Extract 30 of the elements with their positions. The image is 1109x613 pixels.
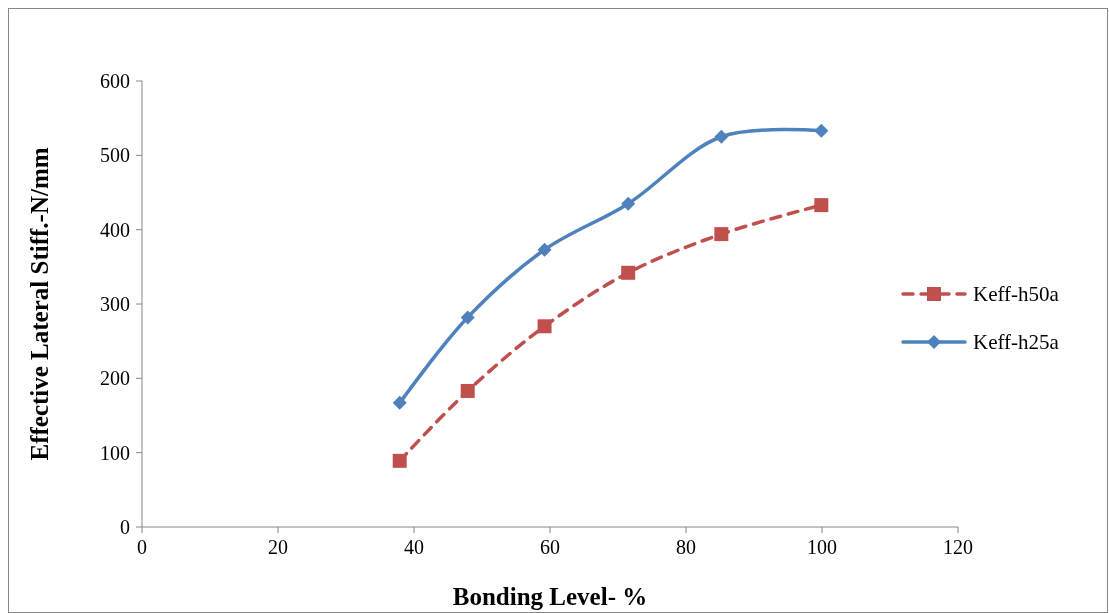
legend-label: Keff-h50a xyxy=(973,282,1060,306)
point xyxy=(814,123,829,138)
x-tick-label: 0 xyxy=(137,536,147,558)
point xyxy=(537,242,552,257)
point xyxy=(392,395,407,410)
y-tick-label: 100 xyxy=(100,441,130,464)
x-axis-title: Bonding Level- % xyxy=(452,583,648,610)
y-tick-label: 400 xyxy=(100,218,130,241)
x-tick-label: 80 xyxy=(676,536,696,558)
point xyxy=(714,227,729,242)
point xyxy=(714,129,729,144)
point xyxy=(537,319,552,334)
point xyxy=(460,310,475,325)
y-tick-label: 0 xyxy=(120,516,130,538)
y-tick-label: 500 xyxy=(100,144,130,167)
x-tick-label: 60 xyxy=(540,536,560,558)
point xyxy=(460,383,475,398)
x-tick-label: 100 xyxy=(807,536,837,558)
y-tick-label: 200 xyxy=(100,367,130,390)
point xyxy=(392,453,407,468)
y-tick-label: 300 xyxy=(100,293,130,315)
point xyxy=(814,198,829,213)
x-tick-label: 120 xyxy=(943,536,973,558)
x-tick-label: 20 xyxy=(268,536,288,558)
point xyxy=(621,265,636,280)
y-tick-label: 600 xyxy=(100,70,130,92)
legend-label: Keff-h25a xyxy=(973,330,1060,354)
point xyxy=(621,196,636,211)
y-axis-title: Effective Lateral Stiff.-N/mm xyxy=(26,147,53,461)
x-tick-label: 40 xyxy=(404,536,424,558)
